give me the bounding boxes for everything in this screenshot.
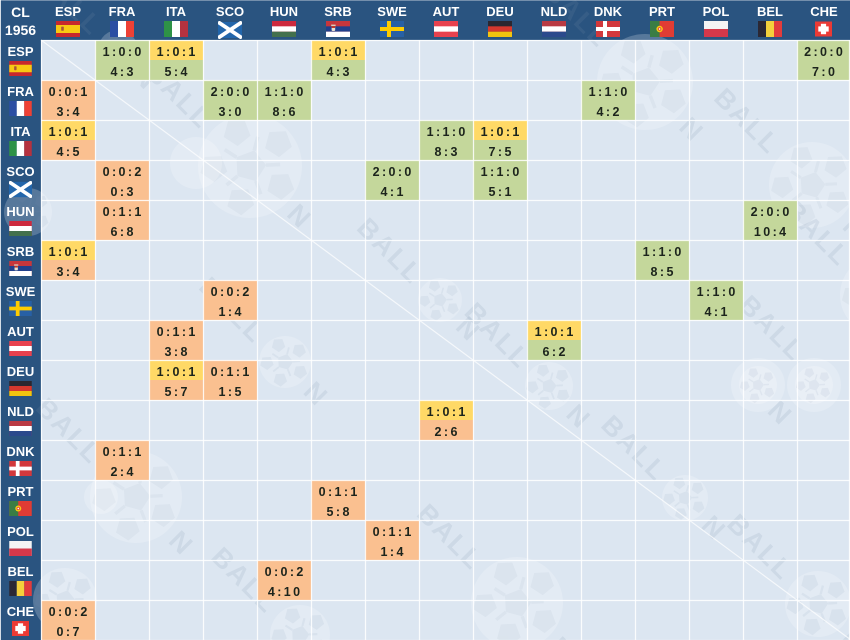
svg-text:N: N: [561, 399, 596, 434]
svg-text:BALL: BALL: [708, 82, 786, 160]
svg-text:BALL: BALL: [411, 498, 489, 576]
svg-text:N: N: [281, 198, 316, 233]
svg-text:N: N: [673, 111, 708, 146]
svg-text:N: N: [762, 395, 797, 430]
svg-text:BALL: BALL: [733, 289, 811, 367]
svg-text:N: N: [836, 623, 850, 640]
svg-text:N: N: [837, 211, 850, 246]
svg-text:N: N: [544, 631, 579, 640]
svg-text:N: N: [696, 510, 731, 545]
svg-text:BALL: BALL: [351, 212, 429, 290]
svg-text:BALL: BALL: [595, 409, 673, 487]
svg-text:N: N: [450, 311, 485, 346]
svg-text:N: N: [298, 376, 333, 411]
svg-text:N: N: [163, 525, 198, 560]
svg-text:BALL: BALL: [459, 297, 537, 375]
svg-text:BALL: BALL: [721, 508, 799, 586]
